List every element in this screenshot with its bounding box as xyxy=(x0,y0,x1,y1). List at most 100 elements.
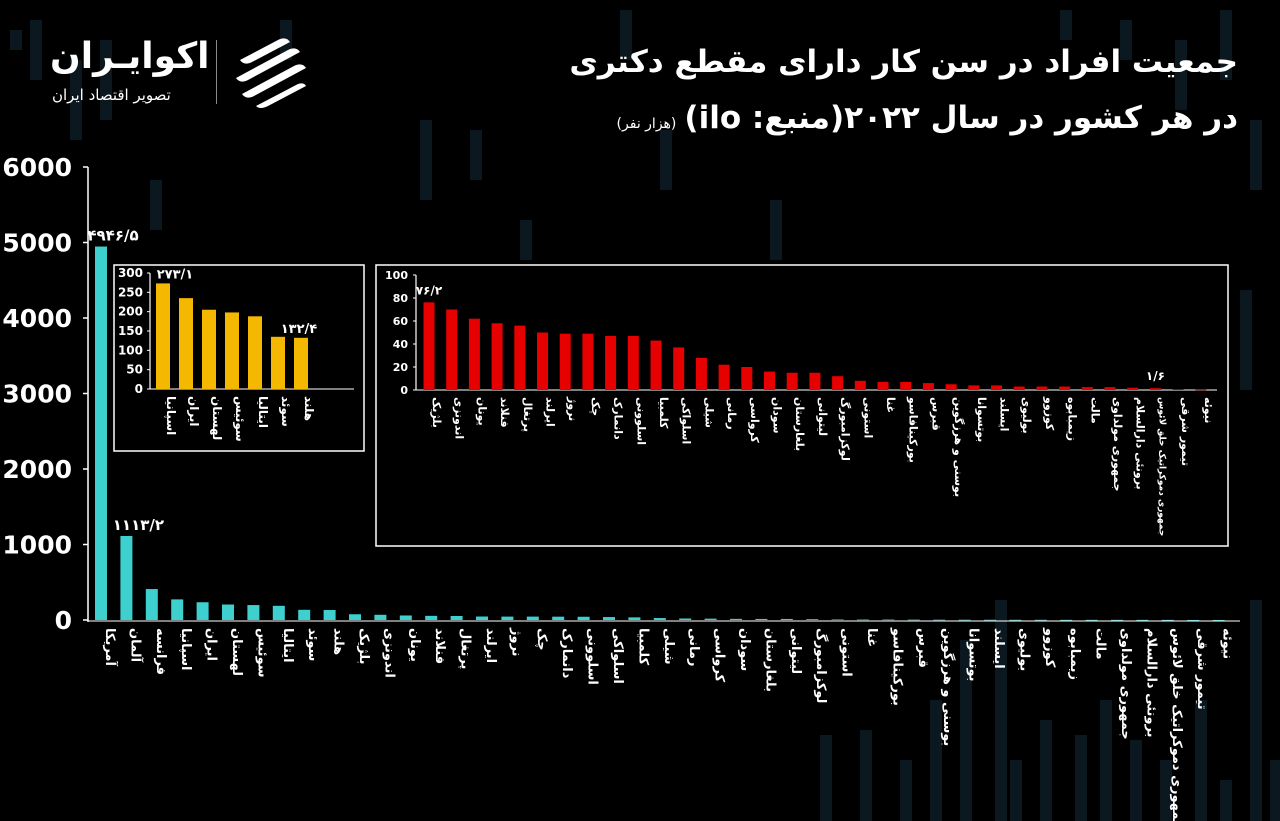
deco-candle xyxy=(420,120,432,200)
x-tick-label: ایرلند xyxy=(544,397,557,427)
deco-candle xyxy=(1060,10,1072,40)
x-tick-label: لوکزامبورگ xyxy=(813,628,830,703)
bar-main xyxy=(1034,619,1047,621)
x-tick-label: تیمور شرقی xyxy=(1194,628,1209,710)
x-tick-label: اندونزی xyxy=(453,397,466,439)
x-tick-label: بوتسوانا xyxy=(966,628,981,682)
x-tick-label: لهستان xyxy=(210,396,224,440)
bar-main xyxy=(628,617,641,620)
x-tick-label: دانمارک xyxy=(612,397,625,440)
x-tick-label: ایرلند xyxy=(483,628,498,663)
deco-candle xyxy=(1195,700,1207,821)
x-tick-label: لوکزامبورگ xyxy=(839,397,853,461)
x-tick-label: ایتالیا xyxy=(280,628,295,663)
bar-main xyxy=(247,605,260,620)
eco-iran-logo-mark-icon xyxy=(236,38,306,108)
data-label: ۱۱۱۳/۲ xyxy=(113,516,164,534)
x-tick-label: قبرس xyxy=(915,628,930,668)
x-tick-label: لهستان xyxy=(229,628,244,676)
bar-inset-right xyxy=(559,333,571,390)
bar-inset-right xyxy=(1149,388,1161,390)
x-tick-label: نروژ xyxy=(566,396,579,421)
bar-main xyxy=(1085,619,1098,621)
bar-main xyxy=(730,618,742,620)
x-tick-label: مالت xyxy=(1088,397,1101,424)
chart-title-line-1: جمعیت افراد در سن کار دارای مقطع دکتری xyxy=(569,44,1238,80)
bar-inset-right xyxy=(854,380,866,390)
bar-main xyxy=(1212,619,1225,621)
bar-main xyxy=(1136,619,1149,621)
deco-candle xyxy=(770,200,782,260)
bar-main xyxy=(1060,619,1073,621)
x-tick-label: تیمور شرقی xyxy=(1179,397,1192,466)
deco-candle xyxy=(70,60,82,140)
bar-main xyxy=(958,619,971,621)
inset-chart-right: 100 80 60 40 20 0 بلژیک اندونزی یونان فنلاند پرتغا… xyxy=(375,264,1229,547)
x-tick-label: اندونزی xyxy=(381,628,396,678)
bar-inset-right xyxy=(741,367,753,390)
bar-inset-right xyxy=(514,325,526,390)
bar-inset-right xyxy=(809,372,821,390)
bar-main xyxy=(145,589,158,620)
bar-inset-right xyxy=(695,357,707,390)
deco-candle xyxy=(1250,120,1262,190)
x-tick-label: سوئد xyxy=(278,396,293,427)
y-tick-label: 40 xyxy=(393,338,409,351)
bar-main xyxy=(984,619,996,621)
deco-candle xyxy=(960,640,972,821)
bar-main xyxy=(679,618,692,620)
bar-main xyxy=(1187,619,1200,621)
y-tick-label: 6000 xyxy=(2,153,72,182)
x-tick-label: بورکینافاسو xyxy=(907,396,920,463)
bar-inset-right xyxy=(991,385,1002,390)
x-tick-label: یونان xyxy=(475,397,488,426)
x-tick-label: اسپانیا xyxy=(178,628,193,671)
x-tick-label: کرواسی xyxy=(748,397,761,443)
bar-main xyxy=(95,246,107,620)
x-tick-label: کرواسی xyxy=(712,628,727,683)
x-tick-label: رمانی xyxy=(686,628,701,666)
deco-candle xyxy=(470,130,482,180)
y-tick-label: 3000 xyxy=(2,380,72,409)
x-tick-label: نیوئه xyxy=(1202,397,1215,423)
bar-main xyxy=(425,615,438,620)
bar-main xyxy=(806,619,819,620)
x-tick-label: چک xyxy=(589,397,602,416)
x-tick-label: سودان xyxy=(771,397,784,434)
x-tick-label: چک xyxy=(534,628,549,651)
x-tick-label: نروژ xyxy=(508,627,523,657)
y-tick-label: 200 xyxy=(118,305,143,319)
bar-main xyxy=(603,617,615,620)
bar-main xyxy=(171,599,184,620)
x-tick-label: بوتسوانا xyxy=(975,397,988,442)
bar-main xyxy=(450,615,463,620)
y-tick-label: 0 xyxy=(55,606,72,635)
x-tick-label: آلمان xyxy=(127,628,144,663)
logo-divider xyxy=(216,40,217,104)
brand-logo: اکوایـران تصویر اقتصاد ایران xyxy=(50,34,310,110)
bar-inset-left xyxy=(179,298,193,389)
x-tick-label: برونئی دارالسلام xyxy=(1134,397,1147,490)
deco-candle xyxy=(930,700,942,821)
y-tick-label: 150 xyxy=(118,324,143,338)
inset-frame xyxy=(375,264,1229,547)
deco-candle xyxy=(1175,40,1187,110)
x-tick-label: ایران xyxy=(187,396,201,426)
data-label: ۱۳۲/۴ xyxy=(281,322,318,337)
y-tick-label: 100 xyxy=(385,269,408,282)
bar-main xyxy=(1161,619,1174,621)
y-tick-label: 60 xyxy=(393,315,409,328)
x-tick-label: جمهوری مولداوی xyxy=(1118,628,1133,740)
bar-main xyxy=(399,615,412,620)
bar-inset-right xyxy=(491,323,503,390)
bar-inset-right xyxy=(968,385,980,390)
deco-candle xyxy=(1120,20,1132,60)
data-label: ۱/۶ xyxy=(1146,369,1165,383)
x-tick-label: مالت xyxy=(1093,628,1108,660)
y-tick-label: 0 xyxy=(400,384,408,397)
x-tick-label: غنا xyxy=(884,397,897,413)
bar-main xyxy=(1009,619,1022,621)
deco-candle xyxy=(30,20,42,80)
x-tick-label: هلند xyxy=(331,628,346,655)
